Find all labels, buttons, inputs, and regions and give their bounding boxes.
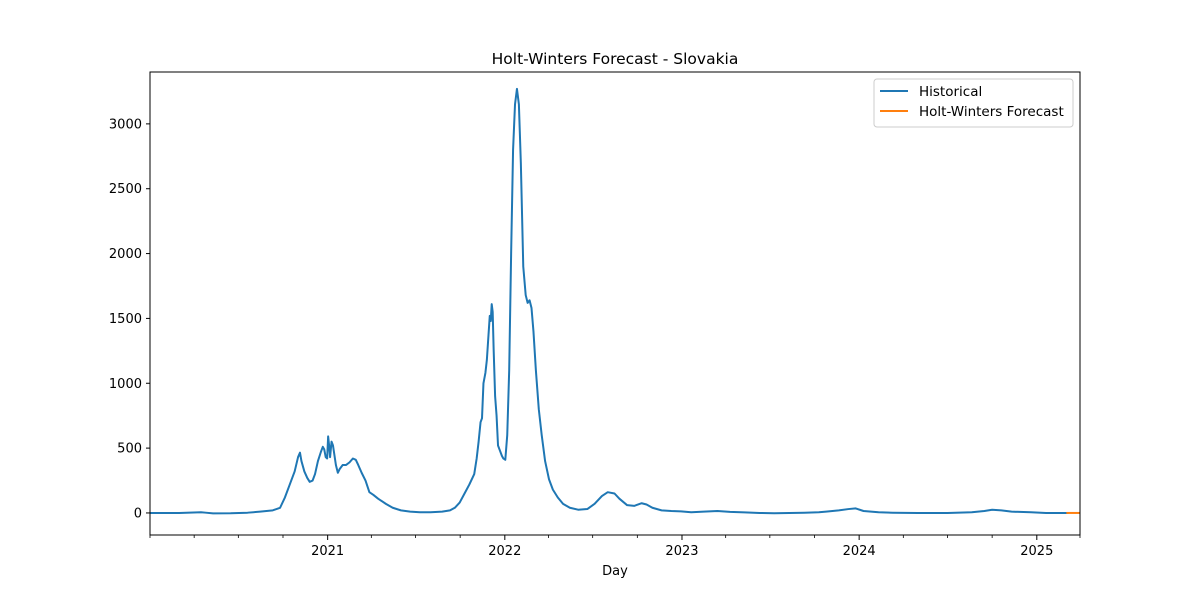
legend-box	[873, 78, 1074, 128]
series-line-0	[150, 87, 1069, 515]
legend: Historical Holt-Winters Forecast	[873, 78, 1074, 128]
legend-label-0: Historical	[919, 84, 982, 100]
x-tick-label: 2024	[843, 544, 876, 559]
y-tick-label: 500	[117, 442, 142, 457]
axes: 0 500 1000 1500 2000 2500 3000 2021 2022 2023 2024…	[109, 71, 1081, 559]
x-axis-title: Day	[602, 564, 628, 579]
y-tick-label: 1000	[109, 377, 142, 392]
y-tick-label: 0	[134, 506, 142, 521]
x-tick-label: 2021	[311, 544, 344, 559]
chart-title: Holt-Winters Forecast - Slovakia	[492, 50, 739, 68]
y-tick-label: 2500	[109, 182, 142, 197]
x-tick-label: 2022	[488, 544, 521, 559]
plot-area	[150, 87, 1080, 515]
legend-label-1: Holt-Winters Forecast	[919, 104, 1064, 120]
y-tick-label: 1500	[109, 312, 142, 327]
x-tick-label: 2023	[665, 544, 698, 559]
axes-frame	[149, 71, 1081, 536]
y-tick-label: 3000	[109, 117, 142, 132]
x-tick-label: 2025	[1020, 544, 1053, 559]
y-tick-label: 2000	[109, 247, 142, 262]
